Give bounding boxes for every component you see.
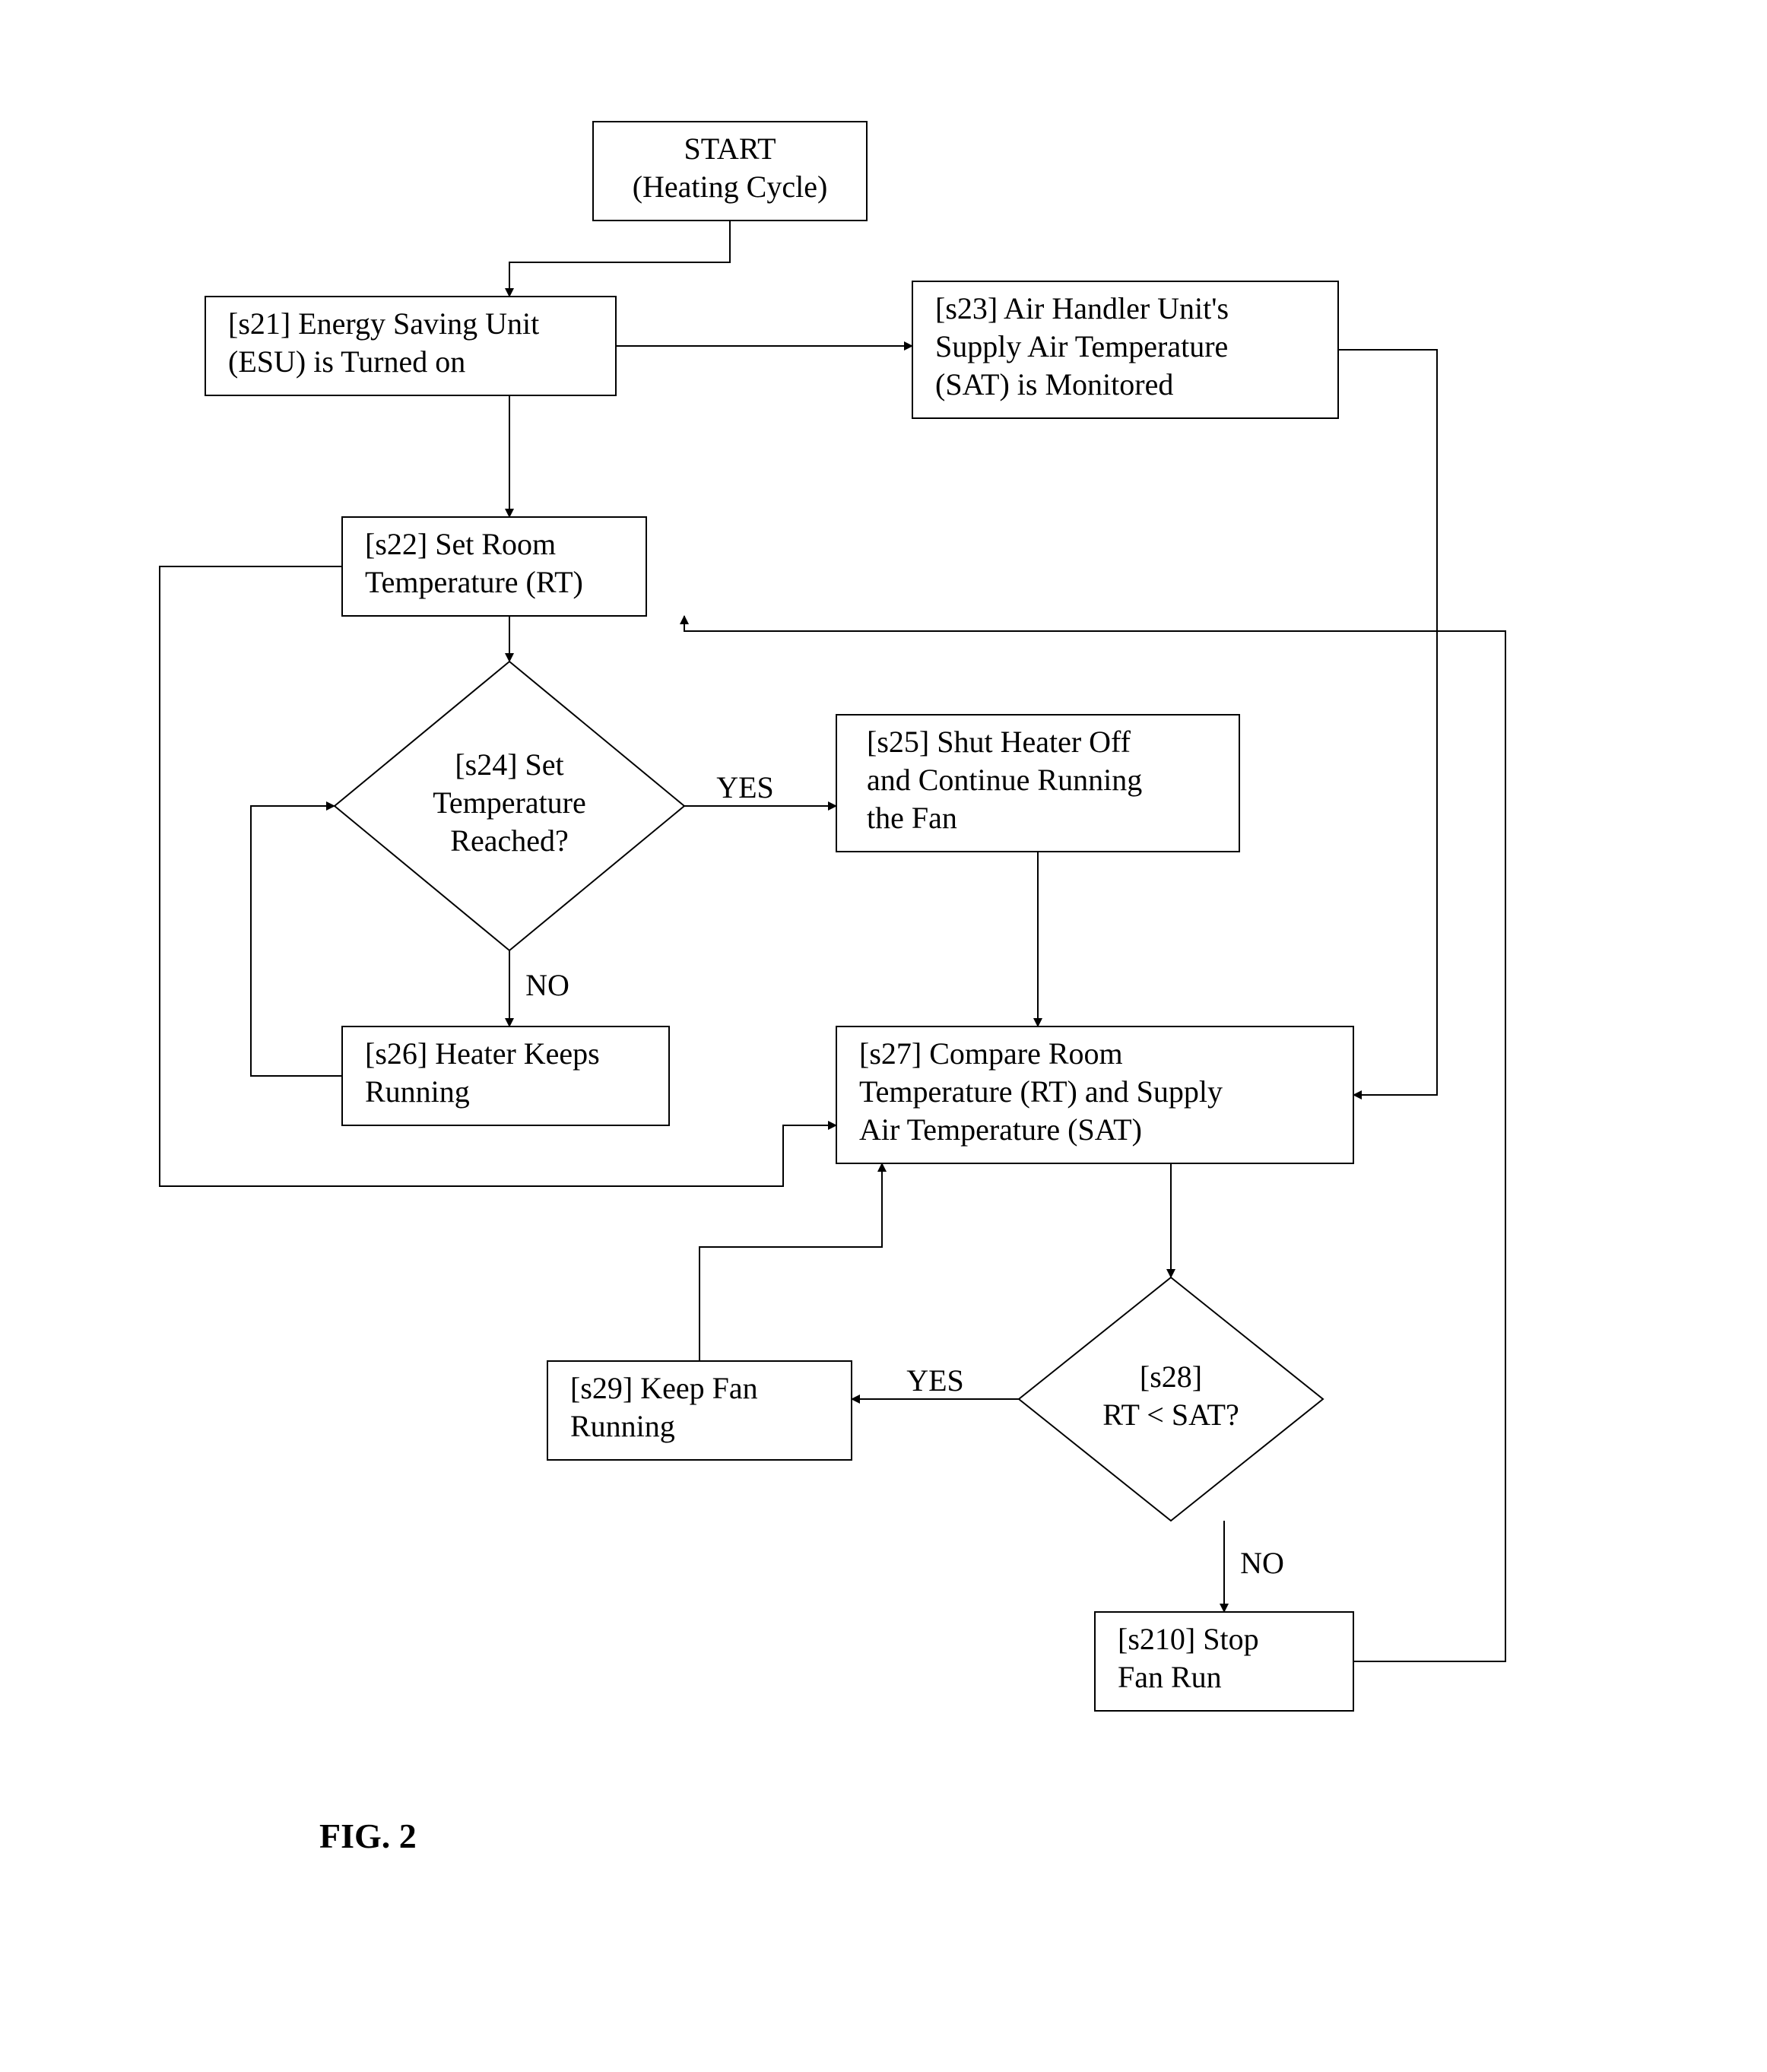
edge-start-s21 bbox=[509, 221, 730, 297]
node-text-s24: [s24] SetTemperatureReached? bbox=[433, 747, 586, 858]
edge-label-s24-s25: YES bbox=[716, 770, 774, 804]
edge-s23-s27 bbox=[1338, 350, 1437, 1095]
edge-s29-s27 bbox=[700, 1163, 882, 1361]
figure-label: FIG. 2 bbox=[319, 1817, 417, 1855]
edge-label-s24-s26: NO bbox=[525, 968, 569, 1002]
edge-s26-s24 bbox=[251, 806, 342, 1076]
edge-label-s28-s29: YES bbox=[906, 1363, 964, 1398]
flowchart: START(Heating Cycle)[s21] Energy Saving … bbox=[0, 0, 1767, 2072]
edge-label-s28-s210: NO bbox=[1240, 1546, 1284, 1580]
